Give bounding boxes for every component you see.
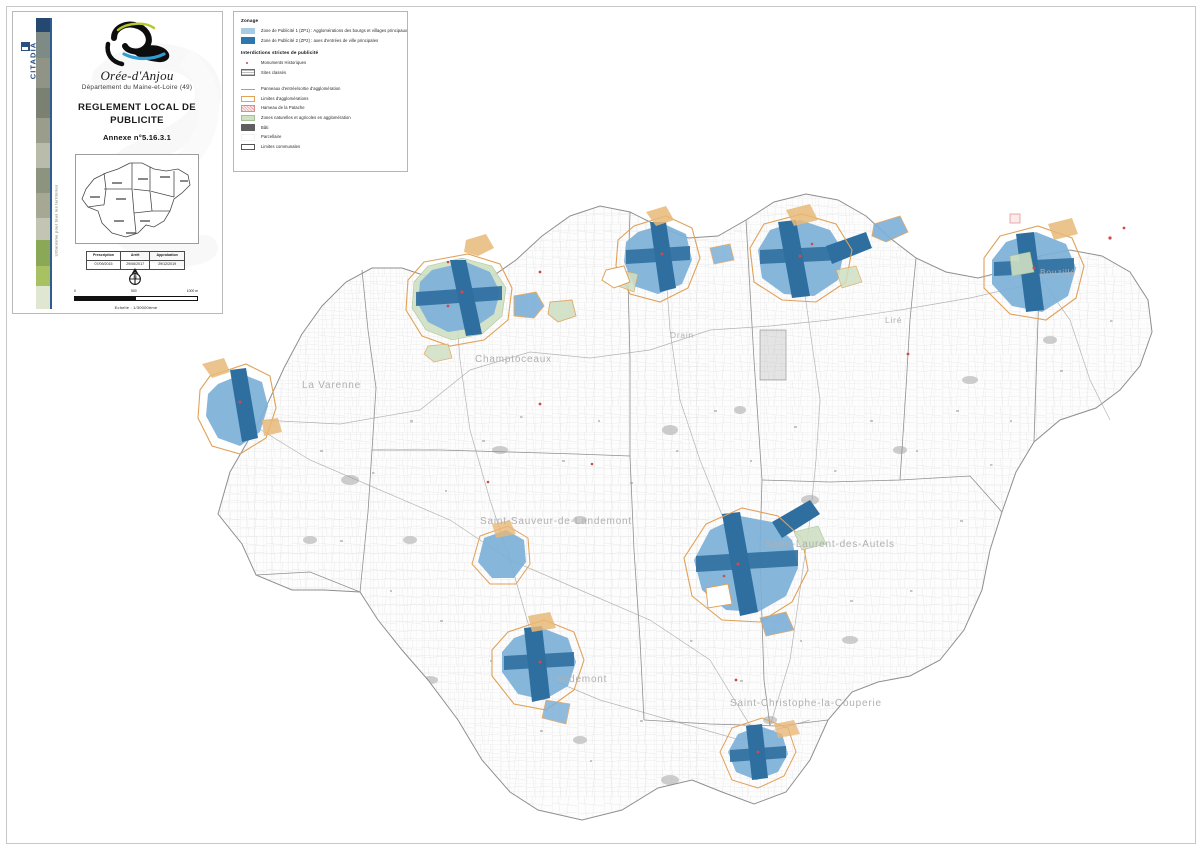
legend-item-zones-naturelles[interactable]: Zones naturelles et agricoles en agglomé… <box>241 114 401 123</box>
legend-item-zp2[interactable]: Zone de Publicité 2 (ZP2) : axes d'entré… <box>241 36 401 45</box>
filled-square-dark-blue-icon <box>241 37 255 44</box>
commune-label: La Varenne <box>302 380 361 391</box>
commune-labels-layer: La Varenne Champtoceaux Drain Liré Bouzi… <box>302 267 1076 709</box>
legend-item-label: Zone de Publicité 2 (ZP2) : axes d'entré… <box>261 37 379 43</box>
scale-seg <box>75 297 136 300</box>
agglo-landemont[interactable] <box>491 612 585 725</box>
scale-label: Echelle : 1/30000ème <box>114 304 158 310</box>
white-square-icon <box>241 134 255 141</box>
legend-item-label: Monuments Historiques <box>261 60 307 66</box>
green-square-icon <box>241 114 255 122</box>
legend-item-label: Hameau de la Patache <box>261 105 305 111</box>
revision-cell: 29/12/2019 <box>149 259 185 270</box>
agglo-lire-satellites[interactable] <box>709 215 909 265</box>
commune-label: Landemont <box>550 674 607 685</box>
title-block: CITADIA Urbanisme pour tous les territoi… <box>12 11 223 314</box>
department-line: Département du Maine-et-Loire (49) <box>81 84 193 91</box>
legend-item-label: Limites d'agglomérations <box>261 95 309 101</box>
commune-label: Saint-Laurent-des-Autels <box>765 539 895 550</box>
agglo-lire[interactable] <box>749 204 872 303</box>
commune-label: Champtoceaux <box>475 354 552 365</box>
revision-table-header-row: Prescription Arrêt Approbation <box>86 251 185 261</box>
agglo-saint-laurent-des-autels[interactable] <box>683 500 827 637</box>
legend-item-label: Sites classés <box>261 69 287 75</box>
north-arrow-icon: N <box>129 268 141 285</box>
scale-bar-ticks: 0 500 1000 m <box>74 289 198 296</box>
revision-header-cell: Prescription <box>86 251 121 261</box>
locator-inset-svg <box>81 162 191 238</box>
commune-label: Liré <box>885 315 902 325</box>
agglo-saint-christophe-la-couperie[interactable] <box>719 717 800 789</box>
commune-label: Saint-Christophe-la-Couperie <box>730 698 882 709</box>
legend-item-label: Limites communales <box>261 143 301 149</box>
black-outline-square-icon <box>241 143 255 151</box>
legend-item-monuments-historiques[interactable]: Monuments Historiques <box>241 59 401 68</box>
swan-logo-icon <box>105 21 170 67</box>
revision-header-cell: Approbation <box>149 251 185 261</box>
orange-line-icon <box>241 86 255 93</box>
dark-grey-square-icon <box>241 124 255 131</box>
legend-item-limites-agglomerations[interactable]: Limites d'agglomérations <box>241 94 401 103</box>
legend-item-label: Panneaux d'entrée/sortie d'agglomération <box>261 86 341 92</box>
oree-danjou-logo: Orée-d'Anjou <box>57 20 217 83</box>
map-territory-base <box>218 194 1152 820</box>
citadia-mark-icon <box>20 42 30 51</box>
agglo-la-varenne[interactable] <box>197 358 282 455</box>
scale-tick: 0 <box>74 289 76 293</box>
agglo-drain[interactable] <box>615 206 701 303</box>
annex-title: Annexe n°5.16.3.1 <box>102 133 172 142</box>
legend-item-limites-communales[interactable]: Limites communales <box>241 142 401 151</box>
locator-inset-map[interactable] <box>75 154 199 244</box>
citadia-logo: CITADIA <box>19 18 38 309</box>
legend-item-label: Zones naturelles et agricoles en agglomé… <box>261 115 351 121</box>
title-block-body: Orée-d'Anjou Département du Maine-et-Loi… <box>57 18 221 310</box>
hameau-de-la-patache[interactable] <box>1009 213 1021 224</box>
orange-outline-square-icon <box>241 95 255 103</box>
agglo-champtoceaux[interactable] <box>405 253 513 347</box>
scale-bar: 0 500 1000 m Echelle : 1/30000ème <box>74 289 198 310</box>
commune-label: Bouzillé <box>1040 267 1076 277</box>
hatched-square-icon <box>241 69 255 76</box>
commune-label: Saint-Sauveur-de-Landemont <box>480 516 632 527</box>
pink-hatch-square-icon <box>241 105 255 112</box>
red-dot-icon <box>241 60 255 67</box>
legend-heading-interdictions: Interdictions strictes de publicité <box>241 50 319 56</box>
agglo-small-west[interactable] <box>471 520 531 585</box>
monuments-historiques-points[interactable] <box>446 226 1126 682</box>
scale-seg <box>136 297 197 300</box>
north-arrow-label: N <box>133 275 136 280</box>
legend-item-sites-classes[interactable]: Sites classés <box>241 68 401 77</box>
legend-item-label: Parcellaire <box>261 134 282 140</box>
map-svg: La Varenne Champtoceaux Drain Liré Bouzi… <box>197 193 1153 821</box>
legend-spacer <box>241 78 401 85</box>
revision-header-cell: Arrêt <box>119 251 151 261</box>
photo-ribbon: Urbanisme pour tous les territoires <box>36 18 59 309</box>
commune-label: Drain <box>670 330 694 340</box>
ribbon-rule <box>50 18 52 309</box>
legend-item-hameau-patache[interactable]: Hameau de la Patache <box>241 104 401 113</box>
legend-item-bati[interactable]: Bâti <box>241 123 401 132</box>
site-classe-patch <box>759 329 787 381</box>
agglo-drain-hameau[interactable] <box>601 265 631 289</box>
legend-item-parcellaire[interactable]: Parcellaire <box>241 133 401 142</box>
document-title: REGLEMENT LOCAL DE PUBLICITE <box>77 102 197 126</box>
scale-tick: 1000 m <box>186 289 198 293</box>
agglo-champtoceaux-satellites[interactable] <box>423 234 577 363</box>
legend-item-label: Bâti <box>261 124 269 130</box>
revision-cell: 07/09/2015 <box>86 259 121 270</box>
revision-table: Prescription Arrêt Approbation 07/09/201… <box>86 251 185 270</box>
scale-bar-graphic <box>74 296 198 301</box>
scale-tick: 500 <box>131 289 137 293</box>
legend-panel: Zonage Zone de Publicité 1 (ZP1) : Agglo… <box>233 11 408 172</box>
agglo-bouzille[interactable] <box>983 218 1085 321</box>
legend-heading-zonage: Zonage <box>241 18 259 23</box>
legend-item-panneaux-agglo[interactable]: Panneaux d'entrée/sortie d'agglomération <box>241 85 401 94</box>
cadastral-map-canvas[interactable]: La Varenne Champtoceaux Drain Liré Bouzi… <box>110 120 1190 835</box>
brand-wordmark: Orée-d'Anjou <box>100 68 174 83</box>
legend-item-zp1[interactable]: Zone de Publicité 1 (ZP1) : Agglomératio… <box>241 27 407 36</box>
legend-item-label: Zone de Publicité 1 (ZP1) : Agglomératio… <box>261 28 408 33</box>
filled-square-light-blue-icon <box>241 27 255 35</box>
